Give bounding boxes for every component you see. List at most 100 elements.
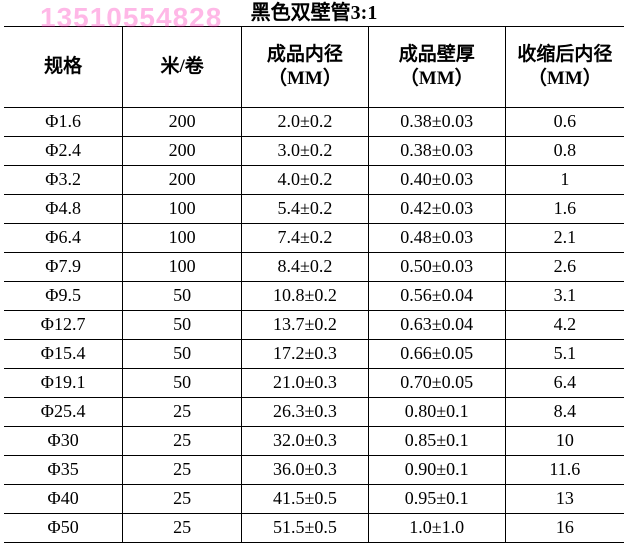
table-cell: 25 xyxy=(123,485,242,514)
col-header-inner-dia: 成品内径（MM） xyxy=(242,27,369,108)
table-cell: Φ1.6 xyxy=(4,108,123,137)
table-cell: 50 xyxy=(123,311,242,340)
table-row: Φ3.22004.0±0.20.40±0.031 xyxy=(4,166,624,195)
table-cell: 2.0±0.2 xyxy=(242,108,369,137)
table-cell: 8.4±0.2 xyxy=(242,253,369,282)
table-cell: 36.0±0.3 xyxy=(242,456,369,485)
table-row: Φ6.41007.4±0.20.48±0.032.1 xyxy=(4,224,624,253)
table-row: Φ9.55010.8±0.20.56±0.043.1 xyxy=(4,282,624,311)
table-row: Φ7.91008.4±0.20.50±0.032.6 xyxy=(4,253,624,282)
table-cell: 0.6 xyxy=(505,108,624,137)
table-row: Φ402541.5±0.50.95±0.113 xyxy=(4,485,624,514)
table-cell: 8.4 xyxy=(505,398,624,427)
table-cell: Φ19.1 xyxy=(4,369,123,398)
table-row: Φ302532.0±0.30.85±0.110 xyxy=(4,427,624,456)
table-cell: Φ35 xyxy=(4,456,123,485)
col-header-wall-thick: 成品壁厚（MM） xyxy=(368,27,505,108)
table-cell: 0.48±0.03 xyxy=(368,224,505,253)
table-cell: 10 xyxy=(505,427,624,456)
table-cell: 50 xyxy=(123,340,242,369)
table-cell: 0.63±0.04 xyxy=(368,311,505,340)
table-row: Φ2.42003.0±0.20.38±0.030.8 xyxy=(4,137,624,166)
table-cell: 1 xyxy=(505,166,624,195)
table-cell: 51.5±0.5 xyxy=(242,514,369,543)
spec-table: 黑色双壁管3:1 规格 米/卷 成品内径（MM） 成品壁厚（MM） 收缩后内径（… xyxy=(4,0,624,543)
col-header-spec: 规格 xyxy=(4,27,123,108)
table-cell: 0.85±0.1 xyxy=(368,427,505,456)
table-cell: 0.42±0.03 xyxy=(368,195,505,224)
table-cell: Φ12.7 xyxy=(4,311,123,340)
table-row: Φ502551.5±0.51.0±1.016 xyxy=(4,514,624,543)
table-cell: 4.2 xyxy=(505,311,624,340)
table-cell: 25 xyxy=(123,456,242,485)
table-cell: 200 xyxy=(123,166,242,195)
title-row: 黑色双壁管3:1 xyxy=(4,0,624,27)
table-body: Φ1.62002.0±0.20.38±0.030.6Φ2.42003.0±0.2… xyxy=(4,108,624,543)
table-cell: Φ4.8 xyxy=(4,195,123,224)
table-row: Φ1.62002.0±0.20.38±0.030.6 xyxy=(4,108,624,137)
table-cell: 13 xyxy=(505,485,624,514)
table-cell: 25 xyxy=(123,427,242,456)
header-row: 规格 米/卷 成品内径（MM） 成品壁厚（MM） 收缩后内径（MM） xyxy=(4,27,624,108)
table-row: Φ15.45017.2±0.30.66±0.055.1 xyxy=(4,340,624,369)
table-cell: 2.6 xyxy=(505,253,624,282)
table-cell: 50 xyxy=(123,282,242,311)
table-cell: 0.66±0.05 xyxy=(368,340,505,369)
table-cell: 1.6 xyxy=(505,195,624,224)
table-cell: Φ9.5 xyxy=(4,282,123,311)
table-cell: 100 xyxy=(123,195,242,224)
table-cell: 1.0±1.0 xyxy=(368,514,505,543)
table-cell: 0.80±0.1 xyxy=(368,398,505,427)
table-cell: Φ30 xyxy=(4,427,123,456)
table-cell: 200 xyxy=(123,137,242,166)
table-title: 黑色双壁管3:1 xyxy=(4,0,624,27)
table-cell: 3.0±0.2 xyxy=(242,137,369,166)
table-cell: Φ25.4 xyxy=(4,398,123,427)
table-cell: 5.1 xyxy=(505,340,624,369)
table-cell: 0.38±0.03 xyxy=(368,137,505,166)
table-cell: 4.0±0.2 xyxy=(242,166,369,195)
table-cell: Φ2.4 xyxy=(4,137,123,166)
table-cell: 11.6 xyxy=(505,456,624,485)
table-cell: 13.7±0.2 xyxy=(242,311,369,340)
table-cell: Φ15.4 xyxy=(4,340,123,369)
col-header-shrink-dia: 收缩后内径（MM） xyxy=(505,27,624,108)
table-cell: 41.5±0.5 xyxy=(242,485,369,514)
table-cell: 100 xyxy=(123,253,242,282)
table-cell: 50 xyxy=(123,369,242,398)
table-row: Φ19.15021.0±0.30.70±0.056.4 xyxy=(4,369,624,398)
table-cell: 25 xyxy=(123,398,242,427)
table-cell: Φ50 xyxy=(4,514,123,543)
table-cell: 25 xyxy=(123,514,242,543)
table-cell: 6.4 xyxy=(505,369,624,398)
table-cell: 5.4±0.2 xyxy=(242,195,369,224)
table-cell: 3.1 xyxy=(505,282,624,311)
table-cell: Φ7.9 xyxy=(4,253,123,282)
table-row: Φ4.81005.4±0.20.42±0.031.6 xyxy=(4,195,624,224)
table-cell: Φ40 xyxy=(4,485,123,514)
table-cell: 200 xyxy=(123,108,242,137)
table-cell: 26.3±0.3 xyxy=(242,398,369,427)
table-cell: 17.2±0.3 xyxy=(242,340,369,369)
table-cell: 21.0±0.3 xyxy=(242,369,369,398)
table-cell: 0.50±0.03 xyxy=(368,253,505,282)
table-row: Φ352536.0±0.30.90±0.111.6 xyxy=(4,456,624,485)
table-row: Φ12.75013.7±0.20.63±0.044.2 xyxy=(4,311,624,340)
table-cell: 100 xyxy=(123,224,242,253)
table-cell: Φ3.2 xyxy=(4,166,123,195)
col-header-meter: 米/卷 xyxy=(123,27,242,108)
table-cell: 0.70±0.05 xyxy=(368,369,505,398)
table-cell: 0.8 xyxy=(505,137,624,166)
table-cell: 0.40±0.03 xyxy=(368,166,505,195)
table-cell: 0.90±0.1 xyxy=(368,456,505,485)
table-cell: Φ6.4 xyxy=(4,224,123,253)
table-row: Φ25.42526.3±0.30.80±0.18.4 xyxy=(4,398,624,427)
table-cell: 10.8±0.2 xyxy=(242,282,369,311)
table-cell: 32.0±0.3 xyxy=(242,427,369,456)
table-cell: 7.4±0.2 xyxy=(242,224,369,253)
table-cell: 0.56±0.04 xyxy=(368,282,505,311)
table-cell: 16 xyxy=(505,514,624,543)
table-cell: 2.1 xyxy=(505,224,624,253)
table-cell: 0.95±0.1 xyxy=(368,485,505,514)
table-cell: 0.38±0.03 xyxy=(368,108,505,137)
